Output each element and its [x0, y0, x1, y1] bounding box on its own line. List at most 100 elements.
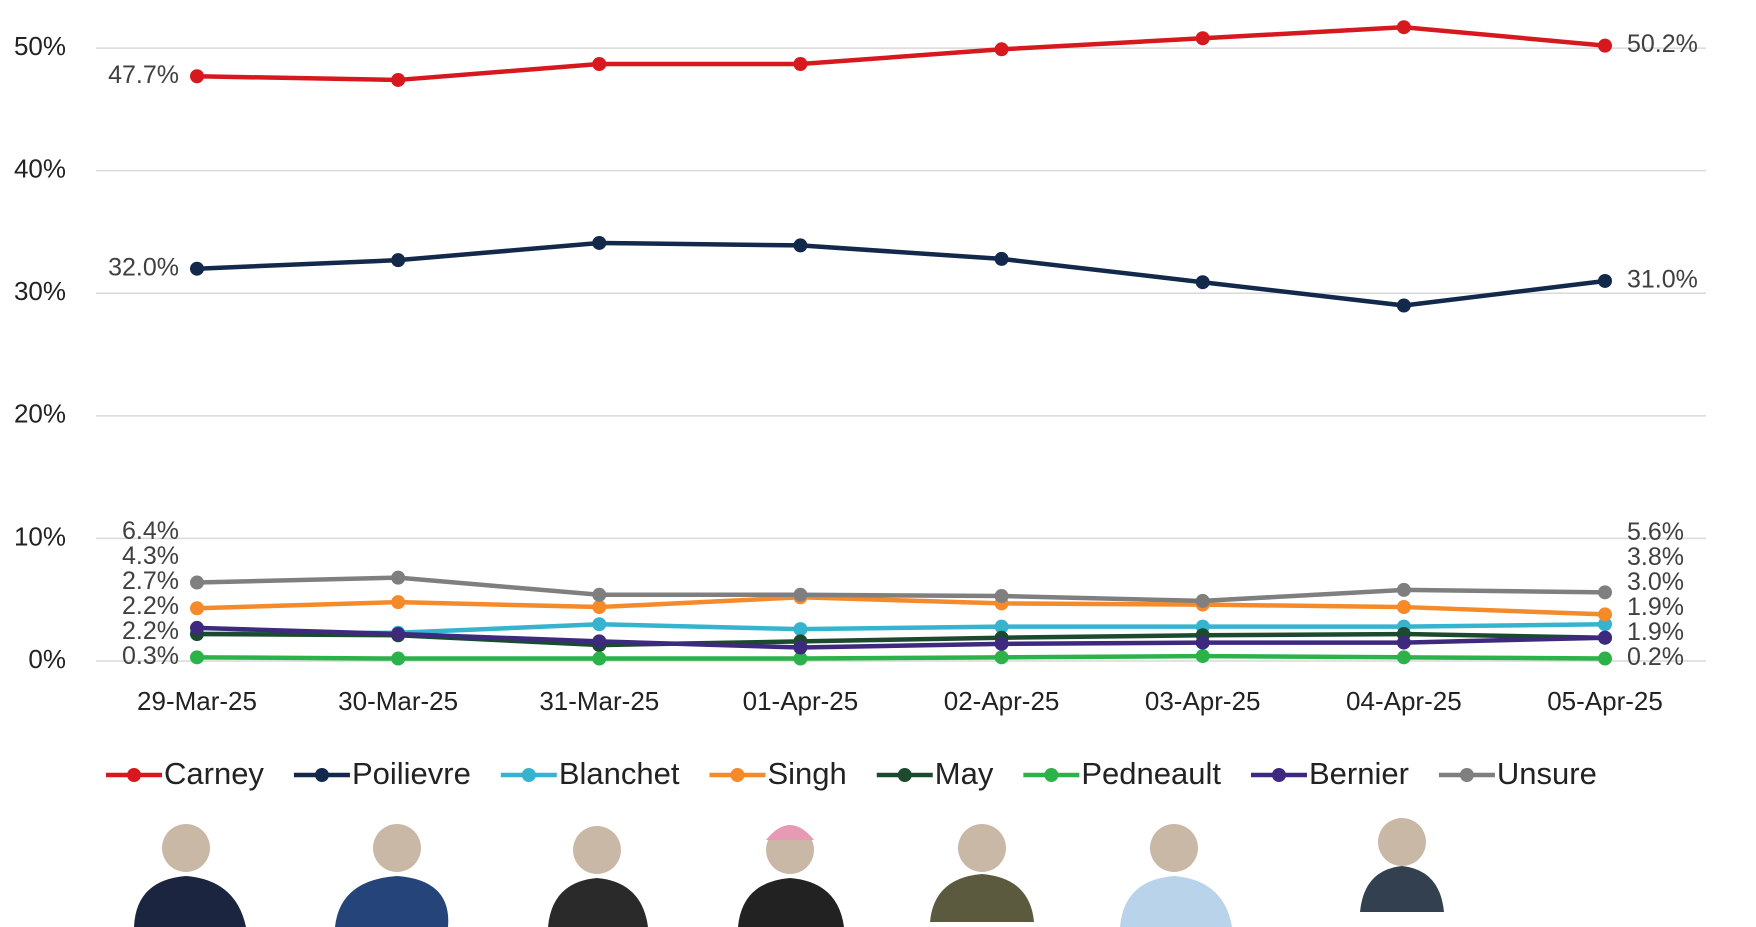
legend-swatch-dot [730, 768, 744, 782]
legend-label: Unsure [1497, 756, 1597, 791]
data-point [190, 601, 204, 615]
data-point [592, 652, 606, 666]
x-tick-label: 29-Mar-25 [137, 686, 257, 716]
photo [134, 824, 246, 927]
data-point [995, 650, 1009, 664]
y-tick-label: 50% [14, 31, 66, 61]
data-point [793, 622, 807, 636]
x-tick-label: 30-Mar-25 [338, 686, 458, 716]
data-point [190, 576, 204, 590]
data-point [1196, 594, 1210, 608]
series-line [197, 597, 1605, 614]
legend-label: Pedneault [1081, 756, 1221, 791]
value-label: 2.7% [122, 567, 179, 595]
data-point [190, 650, 204, 664]
photo [335, 824, 448, 927]
chart: 0%10%20%30%40%50%29-Mar-2530-Mar-2531-Ma… [0, 0, 1756, 927]
data-point [190, 621, 204, 635]
data-point [592, 57, 606, 71]
data-point [995, 252, 1009, 266]
series-line [197, 243, 1605, 306]
data-point [190, 69, 204, 83]
candidate-photos [134, 818, 1444, 927]
data-point [592, 236, 606, 250]
value-label: 3.0% [1627, 568, 1684, 596]
value-label: 32.0% [108, 253, 179, 281]
data-point [1397, 20, 1411, 34]
data-point [1598, 631, 1612, 645]
value-label: 6.4% [122, 517, 179, 545]
y-tick-label: 40% [14, 154, 66, 184]
data-point [1598, 607, 1612, 621]
data-point [793, 588, 807, 602]
legend-label: Bernier [1309, 756, 1409, 791]
legend-swatch-dot [127, 768, 141, 782]
data-point [1598, 274, 1612, 288]
data-point [1196, 31, 1210, 45]
photo [548, 826, 648, 927]
legend-item: Carney [106, 756, 264, 791]
legend-label: May [935, 756, 994, 791]
legend-item: Poilievre [294, 756, 471, 791]
data-point [391, 571, 405, 585]
photo [1120, 824, 1232, 927]
value-label: 50.2% [1627, 30, 1698, 58]
x-tick-label: 31-Mar-25 [539, 686, 659, 716]
data-point [793, 57, 807, 71]
value-label: 4.3% [122, 542, 179, 570]
data-point [391, 627, 405, 641]
data-point [1397, 636, 1411, 650]
series-line [197, 578, 1605, 601]
data-point [391, 73, 405, 87]
legend-swatch-dot [315, 768, 329, 782]
legend-item: Pedneault [1023, 756, 1221, 791]
data-point [1598, 652, 1612, 666]
data-point [995, 589, 1009, 603]
data-point [1397, 298, 1411, 312]
x-tick-label: 04-Apr-25 [1346, 686, 1462, 716]
legend-swatch-dot [522, 768, 536, 782]
data-point [592, 600, 606, 614]
value-label: 1.9% [1627, 593, 1684, 621]
value-label: 0.3% [122, 642, 179, 670]
data-point [1196, 275, 1210, 289]
data-point [592, 588, 606, 602]
series-line [197, 656, 1605, 658]
x-tick-label: 05-Apr-25 [1547, 686, 1663, 716]
x-tick-label: 03-Apr-25 [1145, 686, 1261, 716]
value-label: 3.8% [1627, 543, 1684, 571]
data-point [391, 652, 405, 666]
legend-label: Singh [767, 756, 846, 791]
x-tick-label: 01-Apr-25 [743, 686, 859, 716]
photo [738, 825, 844, 927]
data-point [1196, 636, 1210, 650]
data-point [1397, 600, 1411, 614]
data-point [1397, 650, 1411, 664]
value-label: 5.6% [1627, 518, 1684, 546]
data-point [592, 617, 606, 631]
value-label: 1.9% [1627, 618, 1684, 646]
value-label: 2.2% [122, 617, 179, 645]
y-tick-label: 30% [14, 276, 66, 306]
legend-item: Singh [709, 756, 846, 791]
data-point [391, 253, 405, 267]
data-point [1598, 39, 1612, 53]
data-point [793, 238, 807, 252]
data-point [1196, 649, 1210, 663]
legend-swatch-dot [898, 768, 912, 782]
legend-item: Bernier [1251, 756, 1409, 791]
data-point [793, 641, 807, 655]
data-point [592, 634, 606, 648]
photo [1360, 818, 1444, 912]
legend-item: May [877, 756, 994, 791]
series-line [197, 27, 1605, 80]
legend-swatch-dot [1460, 768, 1474, 782]
data-point [1397, 583, 1411, 597]
legend-item: Unsure [1439, 756, 1597, 791]
photo [930, 824, 1034, 922]
data-point [190, 262, 204, 276]
data-point [391, 595, 405, 609]
value-label: 47.7% [108, 61, 179, 89]
y-tick-label: 0% [28, 644, 66, 674]
data-point [995, 637, 1009, 651]
